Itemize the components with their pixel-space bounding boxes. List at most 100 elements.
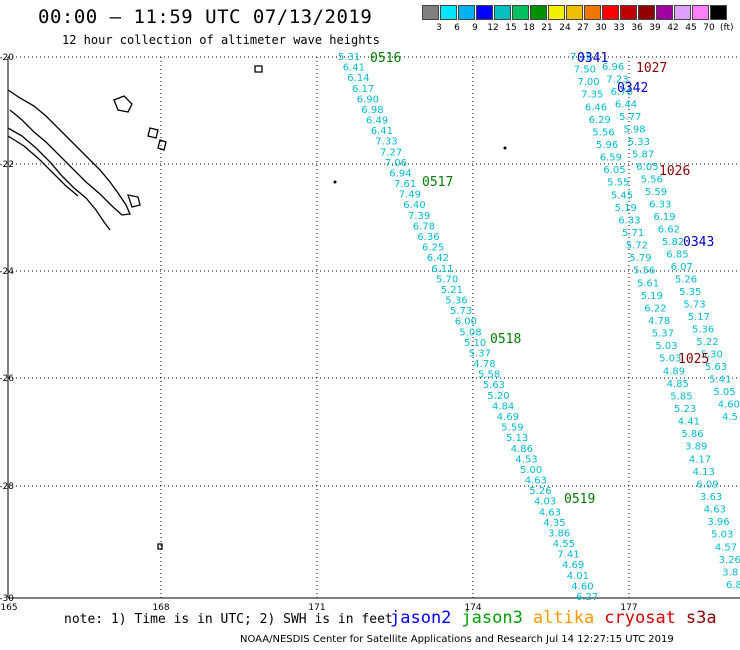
pass-label: 1026 bbox=[659, 164, 690, 179]
swh-label-track-0516: 6.00 bbox=[455, 317, 477, 328]
swh-label-track-0516: 5.00 bbox=[520, 465, 542, 476]
swh-label-track-0341: 3.8 bbox=[722, 567, 738, 578]
swh-label-track-0516: 4.53 bbox=[515, 454, 537, 465]
pass-label: 0519 bbox=[564, 492, 595, 507]
swh-label-track-0516: 4.78 bbox=[473, 359, 495, 370]
swh-label-track-0516: 5.59 bbox=[501, 423, 523, 434]
latitude-label: -20 bbox=[0, 53, 14, 63]
colorbar-label: 3 bbox=[436, 23, 442, 33]
swh-label-track-0342: 5.30 bbox=[701, 350, 723, 361]
swh-label-track-0341: 6.8 bbox=[726, 580, 740, 591]
pass-label: 0517 bbox=[422, 175, 453, 190]
swh-label-track-0341: 6.59 bbox=[600, 153, 622, 164]
satellite-legend-item: s3a bbox=[685, 608, 717, 628]
swh-label-track-0516: 6.36 bbox=[417, 232, 439, 243]
swh-label-track-0516: 5.31 bbox=[338, 52, 360, 63]
swh-label-track-0342: 6.85 bbox=[666, 250, 688, 261]
new-caledonia-reef bbox=[7, 127, 111, 231]
satellite-legend-item: altika bbox=[532, 608, 595, 628]
colorbar-label: 18 bbox=[523, 23, 535, 33]
pass-label: 1025 bbox=[678, 352, 709, 367]
swh-label-track-0341: 6.22 bbox=[644, 303, 666, 314]
swh-label-track-0341: 3.63 bbox=[700, 492, 722, 503]
colorbar-label: 42 bbox=[667, 23, 679, 33]
swh-label-track-0342: 6.19 bbox=[653, 212, 675, 223]
swh-label-track-0342: 6.07 bbox=[671, 262, 693, 273]
swh-label-track-0341: 5.23 bbox=[674, 404, 696, 415]
colorbar-swatch bbox=[548, 5, 565, 20]
swh-label-track-0516: 4.69 bbox=[562, 560, 584, 571]
colorbar-swatch bbox=[674, 5, 691, 20]
swh-label-track-0516: 5.13 bbox=[506, 433, 528, 444]
colorbar-swatch bbox=[512, 5, 529, 20]
swh-label-track-0341: 5.19 bbox=[641, 291, 663, 302]
colorbar-swatch bbox=[584, 5, 601, 20]
swh-label-track-0341: 6.46 bbox=[585, 102, 607, 113]
colorbar-swatch bbox=[422, 5, 439, 20]
colorbar-label: 45 bbox=[685, 23, 697, 33]
swh-label-track-0516: 7.06 bbox=[385, 158, 407, 169]
swh-label-track-0342: 5.17 bbox=[688, 312, 710, 323]
swh-label-track-0341: 7.35 bbox=[581, 90, 603, 101]
swh-label-track-0516: 6.40 bbox=[403, 200, 425, 211]
swh-label-track-0516: 4.63 bbox=[539, 507, 561, 518]
swh-label-track-0342: 4.60 bbox=[718, 400, 740, 411]
latitude-label: -22 bbox=[0, 160, 14, 170]
swh-label-track-0516: 6.94 bbox=[389, 169, 411, 180]
loyalty-islands bbox=[113, 95, 167, 151]
swh-label-track-0516: 4.63 bbox=[525, 476, 547, 487]
latitude-label: -26 bbox=[0, 374, 14, 384]
swh-label-track-0342: 6.96 bbox=[602, 62, 624, 73]
swh-label-track-0341: 5.55 bbox=[607, 178, 629, 189]
colorbar-label: 36 bbox=[631, 23, 643, 33]
swh-label-track-0341: 5.96 bbox=[596, 140, 618, 151]
swh-label-track-0342: 6.05 bbox=[636, 162, 658, 173]
islet-matthew bbox=[333, 180, 337, 184]
colorbar-label: 9 bbox=[472, 23, 478, 33]
swh-label-track-0341: 5.86 bbox=[681, 429, 703, 440]
swh-label-track-0516: 6.11 bbox=[431, 264, 453, 275]
swh-label-track-0341: 4.13 bbox=[693, 467, 715, 478]
colorbar-swatch bbox=[458, 5, 475, 20]
swh-label-track-0516: 7.49 bbox=[399, 190, 421, 201]
longitude-label: 168 bbox=[152, 603, 169, 613]
swh-label-track-0516: 6.98 bbox=[361, 105, 383, 116]
colorbar-swatch bbox=[656, 5, 673, 20]
swh-label-track-0341: 5.03 bbox=[659, 354, 681, 365]
swh-track-labels: 5.316.416.146.176.906.986.496.417.337.27… bbox=[338, 52, 740, 603]
pass-label: 0518 bbox=[490, 332, 521, 347]
swh-label-track-0516: 7.27 bbox=[380, 147, 402, 158]
pass-label: 1027 bbox=[636, 61, 667, 76]
map-title: 00:00 – 11:59 UTC 07/13/2019 bbox=[38, 6, 373, 28]
grid bbox=[7, 56, 740, 599]
colorbar-label: 12 bbox=[487, 23, 499, 33]
swh-label-track-0341: 3.89 bbox=[685, 442, 707, 453]
swh-label-track-0341: 5.56 bbox=[592, 127, 614, 138]
swh-label-track-0341: 5.71 bbox=[622, 228, 644, 239]
swh-label-track-0516: 4.86 bbox=[511, 444, 533, 455]
longitude-label: 165 bbox=[0, 603, 17, 613]
colorbar-swatch bbox=[620, 5, 637, 20]
credit-line: NOAA/NESDIS Center for Satellite Applica… bbox=[240, 634, 674, 645]
swh-label-track-0341: 5.37 bbox=[652, 329, 674, 340]
satellite-legend-item: cryosat bbox=[604, 608, 676, 628]
colorbar-swatch bbox=[710, 5, 727, 20]
pass-label: 0516 bbox=[370, 51, 401, 66]
swh-label-track-0341: 5.61 bbox=[637, 278, 659, 289]
swh-label-track-0341: 5.72 bbox=[626, 241, 648, 252]
swh-label-track-0516: 6.27 bbox=[576, 592, 598, 603]
colorbar-label: 21 bbox=[541, 23, 553, 33]
swh-label-track-0516: 5.36 bbox=[445, 296, 467, 307]
swh-label-track-0516: 5.20 bbox=[487, 391, 509, 402]
swh-label-track-0342: 5.82 bbox=[662, 237, 684, 248]
swh-label-track-0342: 6.44 bbox=[615, 100, 637, 111]
colorbar-label: 30 bbox=[595, 23, 607, 33]
swh-label-track-0342: 5.56 bbox=[641, 175, 663, 186]
longitude-label: 174 bbox=[464, 603, 481, 613]
swh-label-track-0341: 5.85 bbox=[670, 391, 692, 402]
swh-label-track-0341: 7.00 bbox=[577, 77, 599, 88]
swh-label-track-0342: 5.63 bbox=[705, 362, 727, 373]
swh-label-track-0516: 5.70 bbox=[436, 274, 458, 285]
swh-label-track-0516: 6.41 bbox=[343, 63, 365, 74]
